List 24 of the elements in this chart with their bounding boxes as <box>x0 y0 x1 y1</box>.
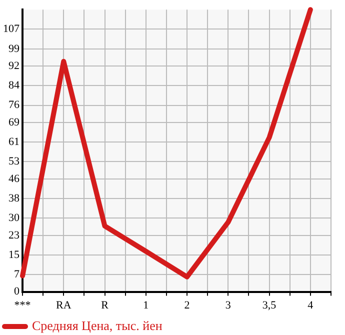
y-tick-label: 53 <box>8 156 20 168</box>
y-tick-label: 61 <box>8 136 20 148</box>
y-tick-label: 15 <box>8 248 20 261</box>
y-tick-label: 107 <box>3 23 20 36</box>
y-tick-label: 0 <box>14 286 20 298</box>
x-tick-label: 3,5 <box>262 299 277 312</box>
legend-label: Средняя Цена, тыс. йен <box>32 318 162 334</box>
y-tick-label: 23 <box>8 229 20 242</box>
x-tick-label: 1 <box>143 299 149 312</box>
x-tick-label: 3 <box>225 299 232 312</box>
y-tick-label: 92 <box>8 60 20 72</box>
x-tick-label: RA <box>56 299 72 312</box>
y-tick-label: 69 <box>8 116 20 128</box>
x-tick-label: *** <box>14 299 31 312</box>
y-tick-label: 76 <box>8 99 20 112</box>
y-tick-label: 84 <box>8 80 20 92</box>
x-tick-label: 2 <box>184 299 190 312</box>
y-tick-label: 38 <box>8 192 20 204</box>
x-tick-label: 4 <box>308 299 314 312</box>
y-tick-label: 46 <box>8 172 20 185</box>
y-tick-label: 99 <box>8 42 20 55</box>
y-tick-label: 7 <box>14 268 20 281</box>
x-tick-label: R <box>101 299 110 312</box>
y-tick-label: 30 <box>8 212 20 224</box>
